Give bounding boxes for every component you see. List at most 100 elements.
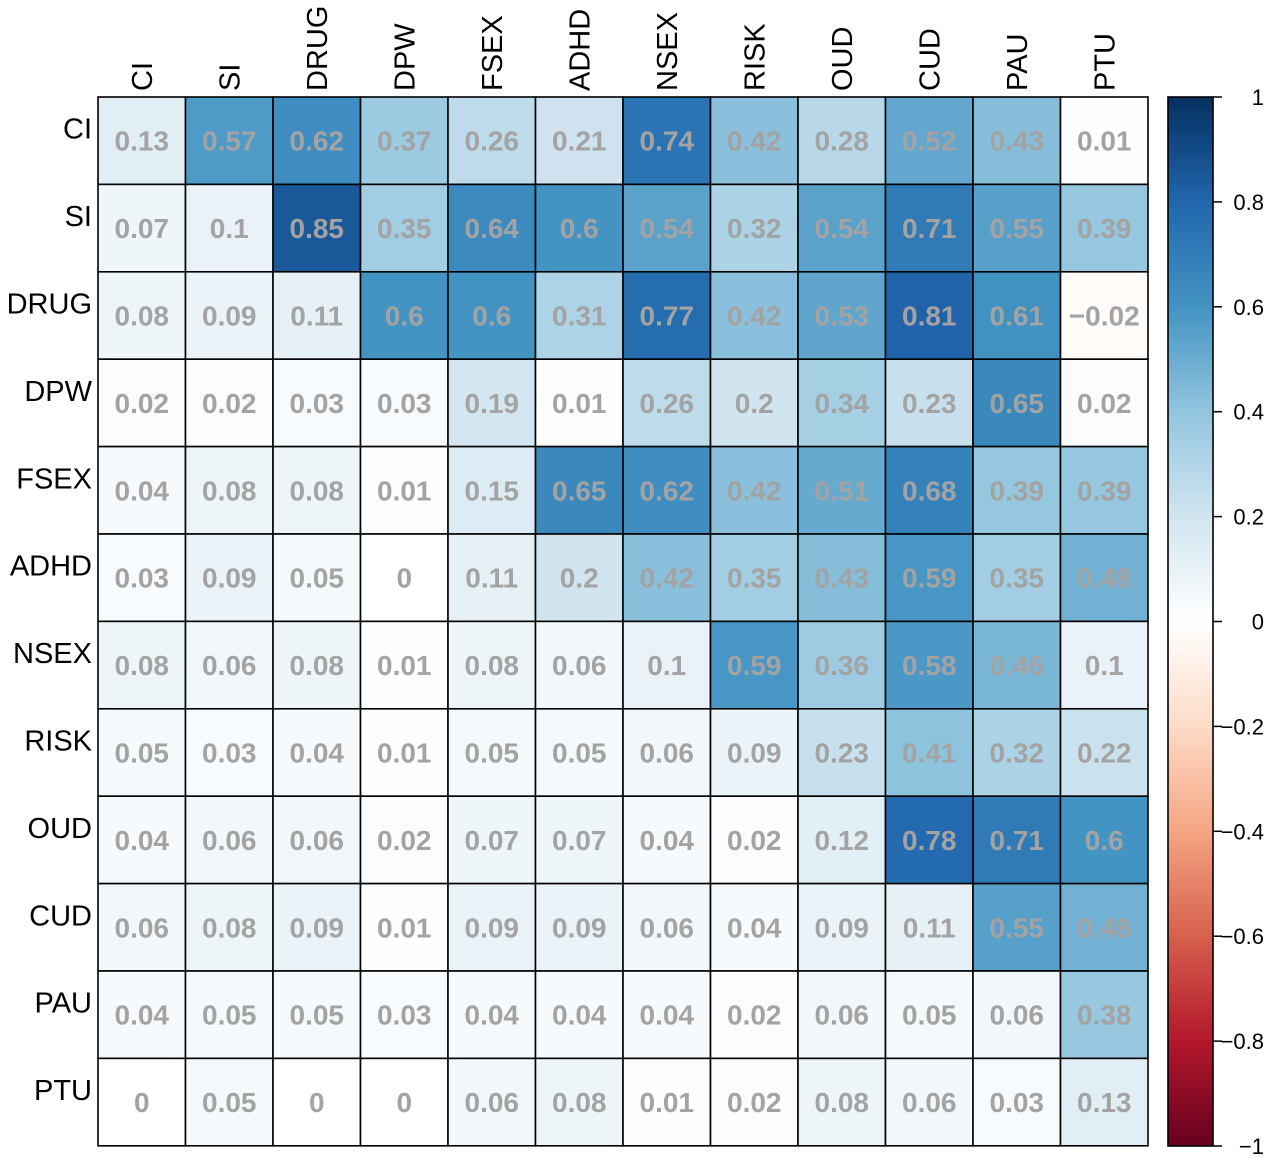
colorbar-tick-label: −0.2 (1221, 714, 1264, 739)
heatmap-cell-pau-si (184, 970, 274, 1060)
heatmap-cell-cud-ptu (1059, 882, 1149, 972)
cell-value-label: 0.42 (727, 126, 782, 157)
cell-value-label: −0.02 (1069, 301, 1140, 332)
colorbar-tick-label: 0.4 (1233, 400, 1264, 425)
heatmap-cell-si-ptu (1059, 183, 1149, 273)
cell-value-label: 0.08 (552, 1087, 607, 1118)
cell-value-label: 0.6 (1085, 825, 1124, 856)
cell-value-label: 0.39 (1077, 475, 1132, 506)
heatmap-cell-cud-fsex (447, 882, 537, 972)
colorbar-tick-label: −0.4 (1221, 819, 1264, 844)
cell-value-label: 0.12 (815, 825, 870, 856)
row-label-risk: RISK (24, 726, 92, 758)
heatmap-cell-si-pau (972, 183, 1062, 273)
cell-value-label: 0.65 (552, 475, 607, 506)
cell-value-label: 0.06 (902, 1087, 957, 1118)
cell-value-label: 0.2 (735, 388, 774, 419)
heatmap-cells (97, 96, 1149, 1147)
heatmap-cell-fsex-adhd (534, 445, 624, 535)
cell-value-label: 0.03 (377, 388, 432, 419)
heatmap-cell-cud-si (184, 882, 274, 972)
cell-value-label: 0.64 (465, 213, 520, 244)
colorbar-tick-label: −1 (1239, 1134, 1264, 1158)
heatmap-cell-adhd-risk (709, 533, 799, 623)
heatmap-cell-oud-nsex (622, 795, 712, 885)
cell-value-label: 0.71 (990, 825, 1045, 856)
heatmap-cell-pau-ci (97, 970, 187, 1060)
heatmap-cell-fsex-fsex (447, 445, 537, 535)
cell-value-label: 0.03 (202, 738, 257, 769)
cell-value-label: 0.38 (1077, 1000, 1132, 1031)
heatmap-cell-nsex-drug (272, 620, 362, 710)
cell-value-label: 0.05 (202, 1087, 257, 1118)
heatmap-cell-oud-ptu (1059, 795, 1149, 885)
cell-value-label: 0.06 (552, 650, 607, 681)
cell-value-label: 0.68 (902, 475, 957, 506)
cell-value-label: 0.71 (902, 213, 957, 244)
cell-value-label: 0.61 (990, 301, 1045, 332)
heatmap-cell-dpw-dpw (359, 358, 449, 448)
column-label-dpw: DPW (389, 23, 421, 91)
cell-value-label: 0.01 (377, 475, 432, 506)
heatmap-cell-adhd-nsex (622, 533, 712, 623)
cell-value-label: 0.08 (115, 650, 170, 681)
column-label-ci: CI (127, 62, 159, 91)
cell-value-label: 0.01 (1077, 126, 1132, 157)
cell-value-label: 0.21 (552, 126, 607, 157)
cell-value-label: 0.39 (990, 475, 1045, 506)
heatmap-cell-nsex-adhd (534, 620, 624, 710)
cell-value-label: 0.02 (202, 388, 257, 419)
heatmap-cell-cud-cud (884, 882, 974, 972)
heatmap-cell-risk-ci (97, 707, 187, 797)
cell-value-label: 0.34 (815, 388, 870, 419)
cell-value-label: 0.09 (552, 912, 607, 943)
column-label-ptu: PTU (1089, 33, 1121, 91)
cell-value-label: 0.05 (902, 1000, 957, 1031)
heatmap-cell-ptu-adhd (534, 1057, 624, 1147)
colorbar-tick-label: −0.8 (1221, 1029, 1264, 1054)
cell-value-label: 0.04 (115, 825, 170, 856)
heatmap-cell-ptu-drug (272, 1057, 362, 1147)
heatmap-cell-risk-ptu (1059, 707, 1149, 797)
cell-value-label: 0.59 (727, 650, 782, 681)
row-label-nsex: NSEX (13, 638, 92, 670)
cell-value-label: 0.1 (210, 213, 249, 244)
cell-value-label: 0.06 (990, 1000, 1045, 1031)
heatmap-cell-adhd-ptu (1059, 533, 1149, 623)
heatmap-cell-dpw-pau (972, 358, 1062, 448)
cell-value-label: 0.19 (465, 388, 520, 419)
row-label-drug: DRUG (7, 289, 92, 321)
cell-value-label: 0.03 (290, 388, 345, 419)
cell-value-label: 0.08 (290, 475, 345, 506)
heatmap-cell-pau-ptu (1059, 970, 1149, 1060)
heatmap-cell-nsex-cud (884, 620, 974, 710)
heatmap-cell-nsex-dpw (359, 620, 449, 710)
cell-value-label: 0.11 (465, 563, 518, 594)
cell-value-label: 0.22 (1077, 738, 1132, 769)
cell-value-label: 0.54 (640, 213, 695, 244)
cell-value-label: 0.26 (640, 388, 695, 419)
cell-value-label: 0.08 (202, 912, 257, 943)
heatmap-cell-ptu-ptu (1059, 1057, 1149, 1147)
cell-value-label: 0.06 (640, 912, 695, 943)
heatmap-cell-cud-pau (972, 882, 1062, 972)
heatmap-cell-oud-adhd (534, 795, 624, 885)
cell-value-label: 0.35 (727, 563, 782, 594)
colorbar-ticks: 1 0.8 0.6 0.4 0.2 0 −0.2 −0.4 −0.6 −0.8 −1 (1213, 85, 1264, 1158)
cell-value-label: 0.06 (640, 738, 695, 769)
heatmap-cell-si-adhd (534, 183, 624, 273)
cell-value-label: 0.37 (377, 126, 432, 157)
column-labels: CI SI DRUG DPW FSEX ADHD NSEX RISK OUD CUD PAU PTU (127, 6, 1122, 91)
cell-value-label: 0.23 (902, 388, 957, 419)
colorbar-tick-label: 0.8 (1233, 190, 1264, 215)
cell-value-label: 0.58 (902, 650, 957, 681)
cell-value-label: 0.04 (290, 738, 345, 769)
row-labels: CI SI DRUG DPW FSEX ADHD NSEX RISK OUD CUD PAU PTU (7, 114, 93, 1107)
cell-value-label: 0.52 (902, 126, 957, 157)
cell-value-label: 0.03 (990, 1087, 1045, 1118)
cell-value-label: 0.39 (1077, 213, 1132, 244)
cell-value-label: 0 (396, 1087, 412, 1118)
colorbar-tick-label: 0.6 (1233, 295, 1264, 320)
heatmap-cell-nsex-fsex (447, 620, 537, 710)
